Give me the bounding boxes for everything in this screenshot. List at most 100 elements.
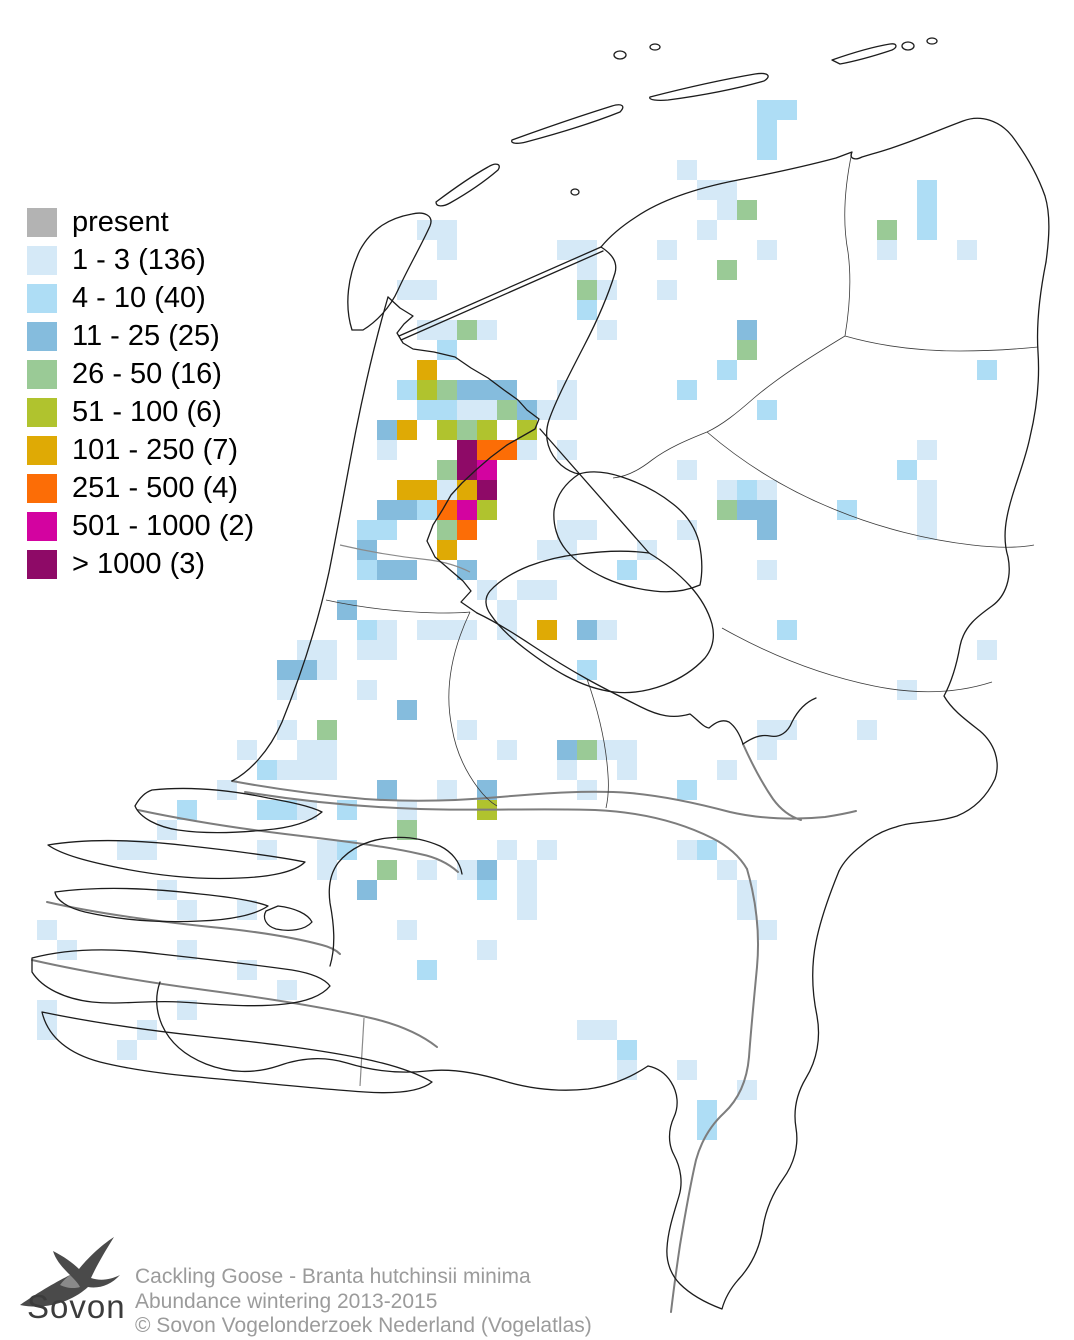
grid-cell <box>157 820 177 840</box>
grid-cell <box>397 800 417 820</box>
island-terschelling <box>511 104 624 144</box>
grid-cell <box>597 1020 617 1040</box>
legend-swatch <box>27 359 57 389</box>
grid-cell <box>237 900 257 920</box>
grid-cell <box>457 860 477 880</box>
grid-cell <box>777 620 797 640</box>
grid-cell <box>757 240 777 260</box>
legend-item-7: 251 - 500 (4) <box>27 469 254 507</box>
grid-cell <box>497 600 517 620</box>
grid-cell <box>477 480 497 500</box>
legend-swatch <box>27 397 57 427</box>
river-maas-limburg <box>670 868 759 1313</box>
grid-cell <box>317 720 337 740</box>
border-nh-zh <box>325 599 471 614</box>
grid-cell <box>717 180 737 200</box>
grid-cell <box>417 360 437 380</box>
legend-label: > 1000 (3) <box>72 547 206 580</box>
grid-cell <box>497 440 517 460</box>
islet-rottum-2 <box>926 37 938 45</box>
grid-cell <box>777 100 797 120</box>
grid-cell <box>557 400 577 420</box>
grid-cell <box>357 880 377 900</box>
flevoland <box>485 550 714 694</box>
coast-noordholland-east <box>387 296 540 614</box>
grid-cell <box>917 220 937 240</box>
grid-cell <box>337 800 357 820</box>
grid-cell <box>737 500 757 520</box>
grid-cell <box>757 520 777 540</box>
copyright: © Sovon Vogelonderzoek Nederland (Vogela… <box>135 1314 592 1337</box>
legend: present 1 - 3 (136) 4 - 10 (40) 11 - 25 (25… <box>27 203 254 583</box>
grid-cell <box>517 900 537 920</box>
grid-cell <box>597 280 617 300</box>
grid-cell <box>257 800 277 820</box>
grid-cell <box>597 740 617 760</box>
grid-cell <box>477 780 497 800</box>
island-walcheren-beveland <box>31 949 331 1007</box>
afsluitdijk-2 <box>400 250 604 341</box>
grid-cell <box>917 500 937 520</box>
grid-cell <box>457 720 477 740</box>
grid-cell <box>317 640 337 660</box>
grid-cell <box>577 280 597 300</box>
grid-cell <box>677 160 697 180</box>
grid-cell <box>737 320 757 340</box>
grid-cell <box>357 640 377 660</box>
island-tholen <box>263 905 313 931</box>
island-schouwen-duiveland <box>54 887 269 923</box>
grid-cell <box>417 480 437 500</box>
grid-cell <box>437 460 457 480</box>
legend-swatch <box>27 245 57 275</box>
noordoostpolder <box>553 471 703 593</box>
grid-cell <box>477 380 497 400</box>
legend-swatch <box>27 435 57 465</box>
grid-cell <box>277 660 297 680</box>
grid-cell <box>377 560 397 580</box>
legend-swatch <box>27 511 57 541</box>
grid-cell <box>297 760 317 780</box>
grid-cell <box>457 500 477 520</box>
grid-cell <box>617 760 637 780</box>
grid-cell <box>897 680 917 700</box>
grid-cell <box>437 780 457 800</box>
grid-cell <box>577 620 597 640</box>
grid-cell <box>497 400 517 420</box>
grid-cell <box>117 1040 137 1060</box>
grid-cell <box>557 240 577 260</box>
grid-cell <box>557 760 577 780</box>
grid-cell <box>497 840 517 860</box>
island-texel <box>347 212 432 331</box>
grid-cell <box>917 180 937 200</box>
grid-cell <box>557 380 577 400</box>
grid-cell <box>297 640 317 660</box>
grid-cell <box>437 480 457 500</box>
border-east-germany <box>838 261 1047 872</box>
grid-cell <box>537 620 557 640</box>
islet-griend <box>570 188 580 196</box>
grid-cell <box>737 200 757 220</box>
legend-item-9: > 1000 (3) <box>27 545 254 583</box>
grid-cell <box>757 720 777 740</box>
grid-cell <box>617 560 637 580</box>
grid-cell <box>457 400 477 420</box>
grid-cell <box>357 680 377 700</box>
grid-cell <box>717 480 737 500</box>
grid-cell <box>437 240 457 260</box>
legend-item-3: 11 - 25 (25) <box>27 317 254 355</box>
grid-cell <box>597 320 617 340</box>
rivers-layer <box>31 544 857 1313</box>
grid-cell <box>457 520 477 540</box>
grid-cell <box>837 500 857 520</box>
canal-noordzeekanaal <box>339 544 471 573</box>
grid-cell <box>477 460 497 480</box>
grid-cell <box>977 360 997 380</box>
legend-label: 11 - 25 (25) <box>72 319 220 352</box>
grid-cell <box>917 200 937 220</box>
grid-cell <box>877 220 897 240</box>
grid-cell <box>417 620 437 640</box>
grid-cell <box>297 660 317 680</box>
grid-cell <box>657 280 677 300</box>
coast-north <box>600 117 1050 263</box>
grid-cell <box>357 560 377 580</box>
